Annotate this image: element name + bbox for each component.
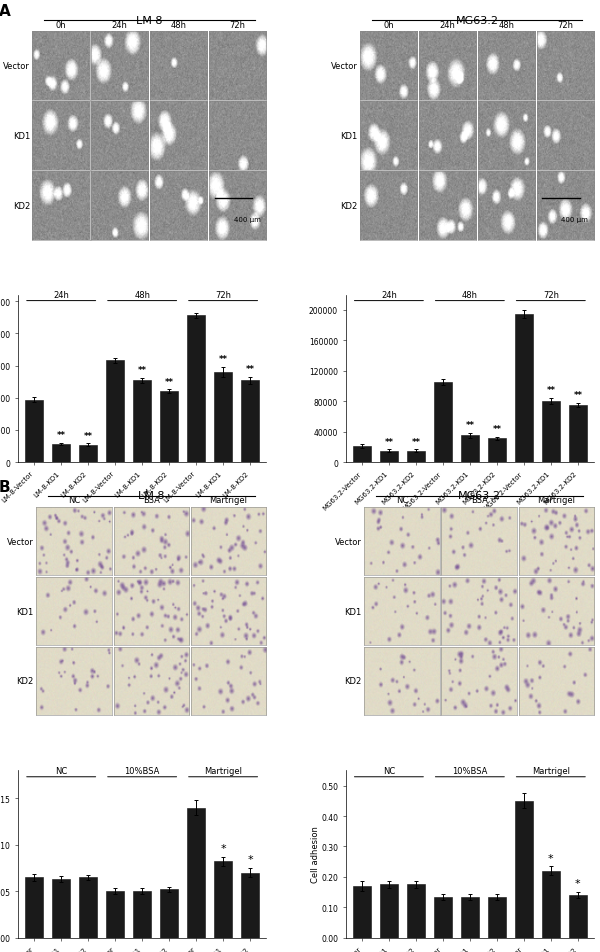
Bar	[106, 891, 124, 938]
Text: 24h: 24h	[381, 290, 397, 299]
Text: 48h: 48h	[499, 21, 514, 30]
Text: KD1: KD1	[344, 606, 361, 616]
Text: **: **	[493, 425, 502, 433]
Bar	[160, 392, 178, 463]
Text: LM 8: LM 8	[136, 16, 163, 26]
Bar	[241, 381, 259, 463]
Bar	[353, 446, 371, 463]
Text: B: B	[0, 480, 10, 494]
Bar	[434, 897, 452, 938]
Bar	[214, 372, 232, 463]
Text: Vector: Vector	[7, 537, 34, 545]
Text: 400 μm: 400 μm	[562, 217, 588, 223]
Text: KD2: KD2	[13, 202, 30, 210]
Bar	[542, 871, 560, 938]
Text: Vector: Vector	[331, 62, 358, 70]
Text: 72h: 72h	[230, 21, 245, 30]
Bar	[569, 895, 587, 938]
Bar	[407, 884, 425, 938]
Bar	[25, 400, 43, 463]
Bar	[353, 886, 371, 938]
Y-axis label: Cell adhesion: Cell adhesion	[311, 825, 320, 883]
Text: MG63.2: MG63.2	[458, 491, 500, 501]
Text: *: *	[575, 879, 581, 888]
Bar	[106, 361, 124, 463]
Bar	[569, 406, 587, 463]
Bar	[133, 381, 151, 463]
Text: 10%BSA: 10%BSA	[124, 766, 160, 775]
Text: MG63.2: MG63.2	[455, 16, 499, 26]
Text: **: **	[56, 430, 65, 440]
Bar	[133, 891, 151, 938]
Text: **: **	[466, 421, 475, 430]
Bar	[214, 862, 232, 938]
Bar	[488, 897, 506, 938]
Text: LM 8: LM 8	[138, 491, 164, 501]
Text: 24h: 24h	[53, 290, 69, 299]
Bar	[79, 446, 97, 463]
Bar	[488, 439, 506, 463]
Bar	[79, 878, 97, 938]
Text: **: **	[574, 390, 583, 400]
Text: 24h: 24h	[440, 21, 455, 30]
Bar	[515, 801, 533, 938]
Bar	[407, 451, 425, 463]
Text: 0h: 0h	[56, 21, 66, 30]
Bar	[160, 889, 178, 938]
Text: **: **	[412, 437, 421, 446]
Text: KD1: KD1	[17, 606, 34, 616]
Bar	[187, 807, 205, 938]
Bar	[515, 314, 533, 463]
Text: *: *	[548, 853, 554, 863]
Text: *: *	[247, 855, 253, 864]
Text: 48h: 48h	[134, 290, 150, 299]
Text: 400 μm: 400 μm	[233, 217, 260, 223]
Bar	[241, 873, 259, 938]
Bar	[187, 316, 205, 463]
Text: KD2: KD2	[344, 677, 361, 685]
Text: BSA: BSA	[470, 496, 488, 505]
Text: **: **	[245, 365, 254, 374]
Text: 10%BSA: 10%BSA	[452, 766, 488, 775]
Text: Vector: Vector	[335, 537, 361, 545]
Text: KD2: KD2	[340, 202, 358, 210]
Text: Vector: Vector	[3, 62, 30, 70]
Text: **: **	[385, 437, 394, 446]
Bar	[52, 880, 70, 938]
Text: *: *	[220, 843, 226, 853]
Text: 72h: 72h	[215, 290, 231, 299]
Text: NC: NC	[383, 766, 395, 775]
Bar	[461, 897, 479, 938]
Text: NC: NC	[68, 496, 80, 505]
Text: **: **	[137, 366, 146, 375]
Text: 72h: 72h	[557, 21, 573, 30]
Text: KD1: KD1	[13, 131, 30, 141]
Text: **: **	[164, 377, 173, 387]
Text: A: A	[0, 5, 11, 19]
Text: BSA: BSA	[143, 496, 160, 505]
Text: Martrigel: Martrigel	[532, 766, 570, 775]
Text: **: **	[83, 431, 92, 440]
Text: 72h: 72h	[543, 290, 559, 299]
Text: Martrigel: Martrigel	[537, 496, 575, 505]
Text: 24h: 24h	[112, 21, 128, 30]
Text: KD2: KD2	[17, 677, 34, 685]
Bar	[380, 884, 398, 938]
Text: 48h: 48h	[170, 21, 187, 30]
Text: NC: NC	[55, 766, 67, 775]
Text: **: **	[218, 355, 227, 364]
Bar	[461, 436, 479, 463]
Text: Martrigel: Martrigel	[204, 766, 242, 775]
Text: **: **	[547, 387, 556, 395]
Text: Martrigel: Martrigel	[209, 496, 248, 505]
Bar	[380, 451, 398, 463]
Text: 0h: 0h	[383, 21, 394, 30]
Text: 48h: 48h	[462, 290, 478, 299]
Bar	[52, 445, 70, 463]
Text: KD1: KD1	[340, 131, 358, 141]
Bar	[542, 402, 560, 463]
Bar	[434, 383, 452, 463]
Text: NC: NC	[396, 496, 408, 505]
Bar	[25, 878, 43, 938]
